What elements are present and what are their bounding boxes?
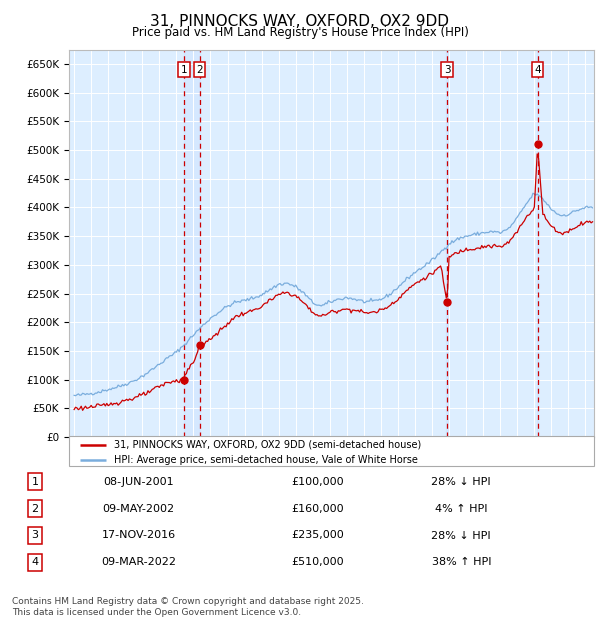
Text: £235,000: £235,000 <box>291 531 344 541</box>
Text: 4% ↑ HPI: 4% ↑ HPI <box>435 503 488 513</box>
FancyBboxPatch shape <box>69 436 594 466</box>
Text: 2: 2 <box>196 64 203 74</box>
Text: 4: 4 <box>534 64 541 74</box>
Text: 09-MAY-2002: 09-MAY-2002 <box>103 503 175 513</box>
Text: Contains HM Land Registry data © Crown copyright and database right 2025.
This d: Contains HM Land Registry data © Crown c… <box>12 598 364 617</box>
Bar <box>446 50 448 437</box>
Bar <box>184 50 200 437</box>
Text: 4: 4 <box>31 557 38 567</box>
Bar <box>537 50 538 437</box>
Text: 3: 3 <box>32 531 38 541</box>
Text: 1: 1 <box>32 477 38 487</box>
Text: 28% ↓ HPI: 28% ↓ HPI <box>431 531 491 541</box>
Text: £160,000: £160,000 <box>291 503 344 513</box>
Text: 28% ↓ HPI: 28% ↓ HPI <box>431 477 491 487</box>
Text: 31, PINNOCKS WAY, OXFORD, OX2 9DD (semi-detached house): 31, PINNOCKS WAY, OXFORD, OX2 9DD (semi-… <box>113 440 421 450</box>
Text: 17-NOV-2016: 17-NOV-2016 <box>101 531 176 541</box>
Text: 31, PINNOCKS WAY, OXFORD, OX2 9DD: 31, PINNOCKS WAY, OXFORD, OX2 9DD <box>151 14 449 29</box>
Text: 09-MAR-2022: 09-MAR-2022 <box>101 557 176 567</box>
Text: HPI: Average price, semi-detached house, Vale of White Horse: HPI: Average price, semi-detached house,… <box>113 454 418 465</box>
Text: £510,000: £510,000 <box>291 557 344 567</box>
Text: 3: 3 <box>444 64 451 74</box>
Text: 1: 1 <box>181 64 187 74</box>
Text: £100,000: £100,000 <box>291 477 344 487</box>
Text: Price paid vs. HM Land Registry's House Price Index (HPI): Price paid vs. HM Land Registry's House … <box>131 26 469 39</box>
Text: 38% ↑ HPI: 38% ↑ HPI <box>431 557 491 567</box>
Text: 08-JUN-2001: 08-JUN-2001 <box>103 477 174 487</box>
Text: 2: 2 <box>31 503 38 513</box>
